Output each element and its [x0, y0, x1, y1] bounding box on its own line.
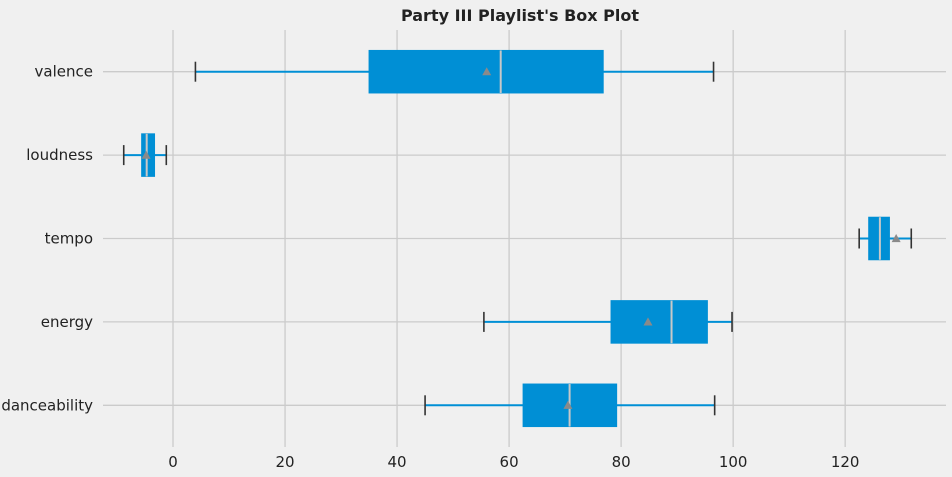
- grid-layer: [103, 30, 946, 447]
- x-tick-label: 60: [500, 453, 519, 471]
- chart-title: Party III Playlist's Box Plot: [401, 6, 639, 25]
- x-tick-label: 40: [388, 453, 407, 471]
- mean-marker: [482, 67, 492, 76]
- x-tick-label: 100: [719, 453, 748, 471]
- box-danceability: [424, 383, 716, 428]
- y-tick-label: loudness: [26, 146, 93, 164]
- y-tick-label: tempo: [45, 230, 93, 248]
- box-valence: [194, 49, 715, 94]
- mean-marker: [891, 234, 901, 243]
- mean-marker: [141, 150, 151, 159]
- box-tempo: [858, 216, 913, 261]
- y-tick-label: valence: [35, 63, 93, 81]
- y-tick-label: energy: [41, 313, 93, 331]
- box-loudness: [122, 133, 168, 177]
- box-iqr: [610, 300, 708, 344]
- x-tick-label: 80: [612, 453, 631, 471]
- box-energy: [483, 300, 733, 344]
- label-layer: 0 20 40 60 80 100 120 danceability energy tempo lo…: [1, 63, 859, 471]
- mean-marker: [563, 400, 573, 409]
- x-tick-label: 0: [168, 453, 178, 471]
- y-tick-label: danceability: [1, 396, 93, 414]
- box-layer: [122, 49, 913, 428]
- mean-marker: [643, 317, 653, 326]
- x-tick-label: 120: [831, 453, 860, 471]
- x-tick-label: 20: [275, 453, 294, 471]
